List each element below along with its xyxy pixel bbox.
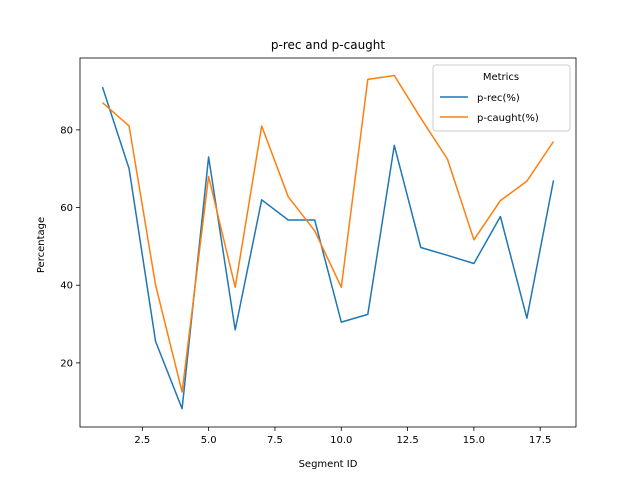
x-tick-label: 17.5 — [529, 435, 551, 446]
y-tick-label: 40 — [60, 281, 73, 292]
chart-title: p-rec and p-caught — [271, 38, 386, 52]
x-tick-label: 12.5 — [396, 435, 418, 446]
series-line-p-rec — [103, 87, 554, 409]
y-tick-label: 60 — [60, 203, 73, 214]
x-tick-label: 10.0 — [330, 435, 352, 446]
x-tick-label: 15.0 — [463, 435, 485, 446]
legend-label: p-rec(%) — [477, 93, 520, 104]
y-tick-label: 20 — [60, 358, 73, 369]
y-tick-label: 80 — [60, 125, 73, 136]
legend-label: p-caught(%) — [477, 113, 539, 124]
x-tick-label: 5.0 — [201, 435, 217, 446]
y-axis: 20 40 60 80 — [60, 125, 80, 369]
legend: Metrics p-rec(%) p-caught(%) — [433, 65, 570, 131]
y-axis-label: Percentage — [36, 217, 47, 273]
x-axis-label: Segment ID — [299, 459, 358, 470]
x-tick-label: 2.5 — [134, 435, 150, 446]
legend-title: Metrics — [483, 72, 519, 83]
x-tick-label: 7.5 — [267, 435, 283, 446]
x-axis: 2.5 5.0 7.5 10.0 12.5 15.0 17.5 — [134, 427, 551, 446]
